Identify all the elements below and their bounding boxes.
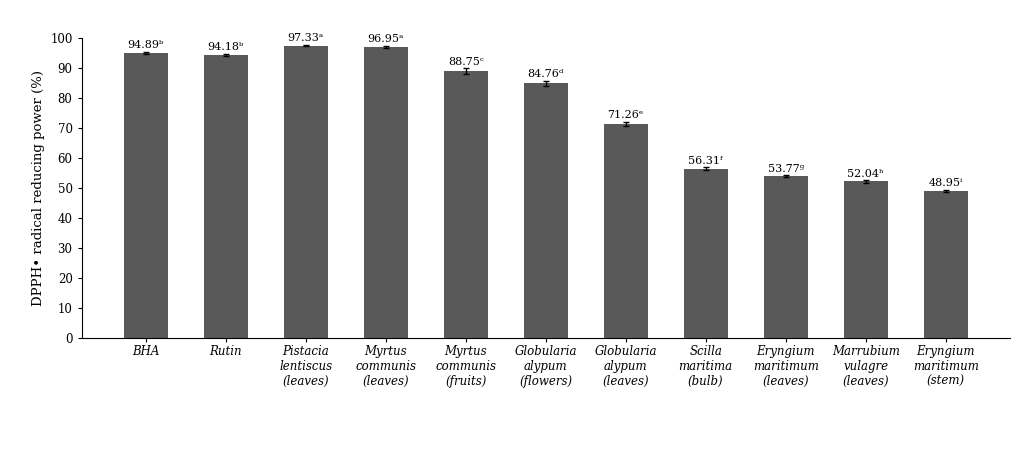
Text: 94.18ᵇ: 94.18ᵇ [208,42,244,52]
Text: 97.33ᵃ: 97.33ᵃ [287,33,324,43]
Text: 52.04ʰ: 52.04ʰ [847,169,883,179]
Bar [523,83,568,338]
Text: 88.75ᶜ: 88.75ᶜ [447,57,483,67]
Bar [283,45,327,338]
Bar [123,53,167,338]
Bar [843,182,887,338]
Bar [443,71,487,338]
Text: 53.77ᵍ: 53.77ᵍ [766,164,803,174]
Text: 84.76ᵈ: 84.76ᵈ [527,69,564,79]
Text: 71.26ᵉ: 71.26ᵉ [607,110,643,120]
Text: 56.31ᶠ: 56.31ᶠ [688,156,722,166]
Bar [204,55,248,338]
Text: 96.95ᵃ: 96.95ᵃ [367,34,404,44]
Bar [923,191,967,338]
Bar [763,176,807,338]
Bar [364,47,408,338]
Bar [683,169,727,338]
Text: 48.95ⁱ: 48.95ⁱ [927,178,962,188]
Y-axis label: DPPH• radical reducing power (%): DPPH• radical reducing power (%) [32,69,45,306]
Bar [603,124,647,338]
Text: 94.89ᵇ: 94.89ᵇ [127,40,164,50]
